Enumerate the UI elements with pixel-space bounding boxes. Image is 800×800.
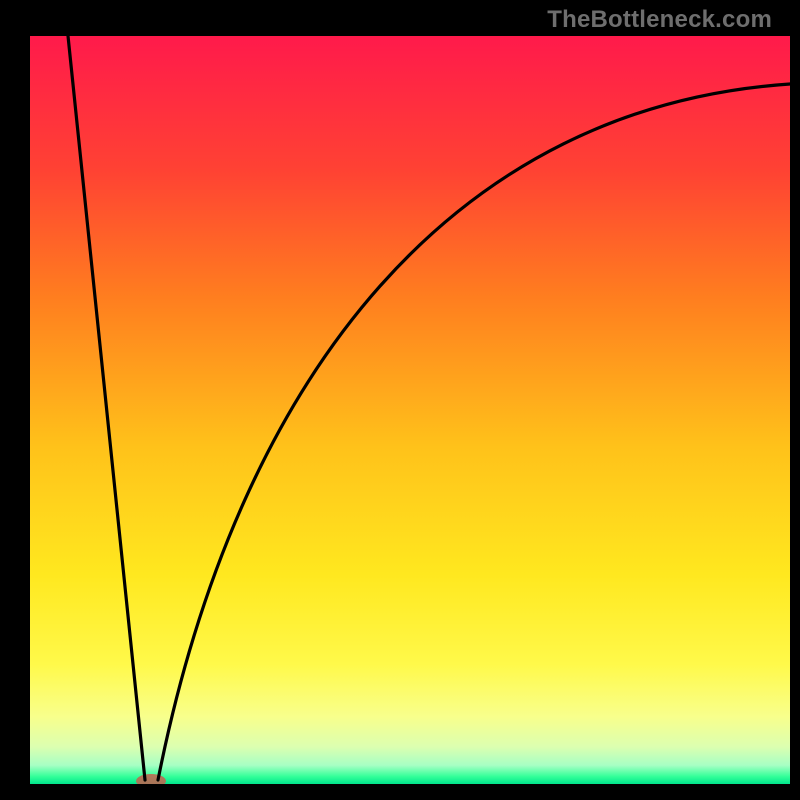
watermark-text: TheBottleneck.com [547, 6, 772, 34]
curve-left-branch [68, 36, 145, 780]
dip-marker [136, 774, 166, 784]
axis-border-bottom [0, 784, 800, 800]
curve-right-branch [158, 84, 790, 780]
axis-border-right [790, 0, 800, 800]
plot-area [30, 36, 790, 784]
axis-border-left [0, 0, 30, 800]
chart-frame: TheBottleneck.com [0, 0, 800, 800]
curve-layer [30, 36, 790, 784]
